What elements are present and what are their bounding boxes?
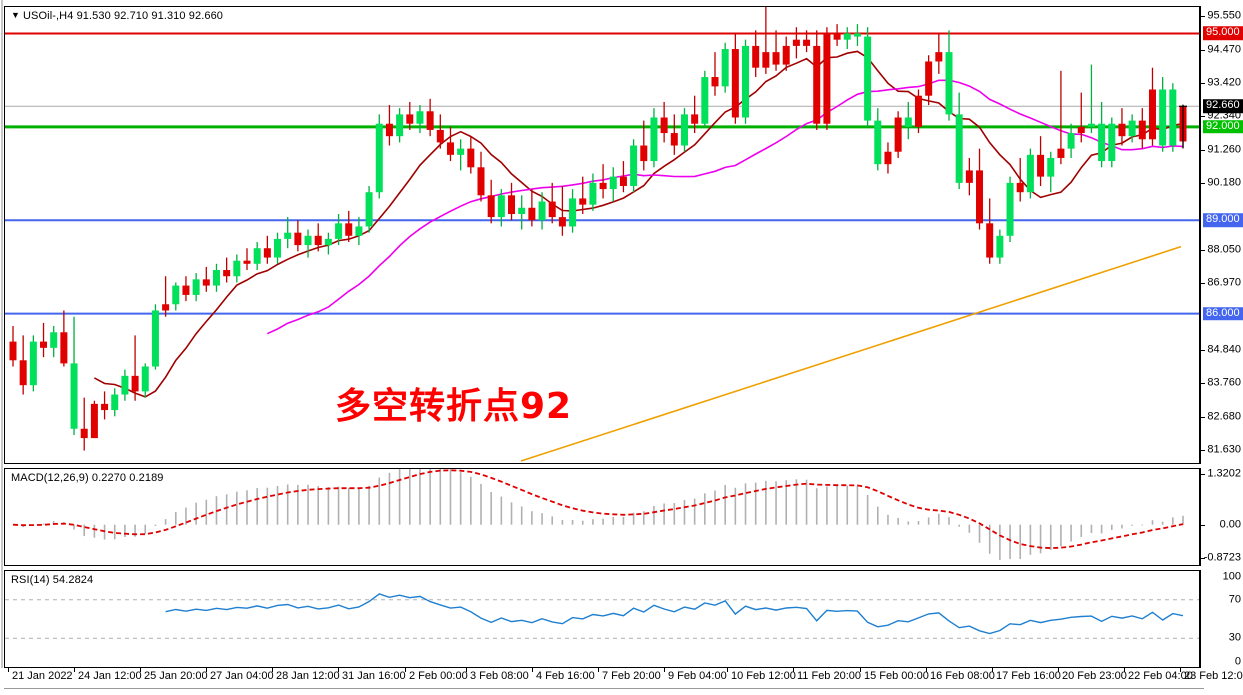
price-axis-label: 82.680 — [1207, 410, 1241, 423]
price-tick — [1201, 449, 1205, 451]
price-tick — [1201, 149, 1205, 151]
time-axis-label: 2 Feb 00:00 — [409, 670, 468, 682]
time-tick — [74, 668, 75, 672]
left-scroll-gutter[interactable] — [0, 0, 4, 668]
time-tick — [1124, 668, 1125, 672]
price-level-badge-86-000[interactable]: 86.000 — [1203, 306, 1243, 321]
price-tick — [1201, 383, 1205, 385]
time-axis-label: 3 Feb 08:00 — [470, 670, 529, 682]
price-tick — [1201, 416, 1205, 418]
price-axis-label: 93.420 — [1207, 76, 1241, 89]
time-axis-label: 7 Feb 20:00 — [602, 670, 661, 682]
price-level-badge-92-000[interactable]: 92.000 — [1203, 120, 1243, 134]
time-axis-label: 4 Feb 16:00 — [536, 670, 595, 682]
price-axis-label: 84.840 — [1207, 343, 1241, 356]
rsi-axis[interactable]: 100 70 30 0 — [1200, 570, 1243, 668]
time-axis-label: 16 Feb 08:00 — [930, 670, 995, 682]
price-pane[interactable]: ▼ USOil-,H4 91.530 92.710 91.310 92.660 多… — [4, 6, 1200, 464]
triangle-down-icon[interactable]: ▼ — [11, 10, 21, 20]
time-tick — [405, 668, 406, 672]
price-pane-header: ▼ USOil-,H4 91.530 92.710 91.310 92.660 — [11, 10, 223, 22]
time-axis-line — [4, 688, 1204, 689]
time-axis-label: 17 Feb 16:00 — [996, 670, 1061, 682]
price-axis-label: 91.260 — [1207, 143, 1241, 156]
price-axis-label: 86.970 — [1207, 276, 1241, 289]
time-tick — [992, 668, 993, 672]
price-tick — [1201, 283, 1205, 285]
price-tick — [1201, 349, 1205, 351]
macd-tick — [1201, 473, 1205, 475]
price-header-text: USOil-,H4 91.530 92.710 91.310 92.660 — [23, 10, 224, 22]
time-axis-label: 23 Feb 12:00 — [1184, 670, 1243, 682]
time-axis-label: 24 Jan 12:00 — [78, 670, 142, 682]
time-tick — [140, 668, 141, 672]
time-axis-label: 10 Feb 12:00 — [731, 670, 796, 682]
macd-axis[interactable]: 1.3202 0.00 -0.8723 — [1200, 468, 1243, 566]
price-tick — [1201, 249, 1205, 251]
price-axis-label: 92.340 — [1207, 109, 1241, 122]
price-axis-label: 95.550 — [1207, 9, 1241, 22]
rsi-pane[interactable]: RSI(14) 54.2824 — [4, 570, 1200, 668]
price-axis-label: 90.180 — [1207, 176, 1241, 189]
time-tick — [8, 668, 9, 672]
rsi-axis-label: 0 — [1234, 655, 1241, 668]
time-axis-label: 28 Jan 12:00 — [276, 670, 340, 682]
time-axis[interactable]: 21 Jan 2022 24 Jan 12:00 25 Jan 20:00 27 Ja… — [4, 668, 1243, 692]
time-axis-label: 22 Feb 04:00 — [1128, 670, 1193, 682]
time-tick — [727, 668, 728, 672]
price-level-badge-89-000[interactable]: 89.000 — [1203, 213, 1243, 227]
time-axis-label: 31 Jan 16:00 — [342, 670, 406, 682]
price-axis-label: 81.630 — [1207, 443, 1241, 456]
time-axis-label: 20 Feb 23:00 — [1062, 670, 1127, 682]
time-tick — [1180, 668, 1181, 672]
time-axis-label: 15 Feb 00:00 — [864, 670, 929, 682]
time-tick — [272, 668, 273, 672]
time-tick — [206, 668, 207, 672]
rsi-axis-label: 70 — [1228, 593, 1241, 606]
macd-axis-label: -0.8723 — [1203, 551, 1241, 564]
price-axis[interactable]: 95.550 95.000 94.470 93.420 92.660 92.340 92.0… — [1200, 6, 1243, 464]
macd-axis-label: 0.00 — [1219, 518, 1241, 531]
time-axis-label: 9 Feb 04:00 — [668, 670, 727, 682]
price-tick — [1201, 16, 1205, 18]
price-tick — [1201, 183, 1205, 185]
rsi-plot-area[interactable] — [5, 571, 1199, 667]
price-level-badge-95-000[interactable]: 95.000 — [1203, 26, 1243, 41]
time-tick — [1058, 668, 1059, 672]
time-tick — [338, 668, 339, 672]
chart-annotation-text: 多空转折点92 — [335, 386, 573, 427]
time-axis-label: 21 Jan 2022 — [12, 670, 73, 682]
macd-tick — [1201, 524, 1205, 526]
price-level-badge-92-660[interactable]: 92.660 — [1203, 99, 1243, 114]
time-tick — [793, 668, 794, 672]
price-tick — [1201, 116, 1205, 118]
price-axis-label: 83.760 — [1207, 376, 1241, 389]
macd-pane[interactable]: MACD(12,26,9) 0.2270 0.2189 — [4, 468, 1200, 566]
time-tick — [598, 668, 599, 672]
price-axis-label: 88.050 — [1207, 243, 1241, 256]
macd-pane-header: MACD(12,26,9) 0.2270 0.2189 — [11, 472, 164, 484]
macd-axis-label: 1.3202 — [1207, 467, 1241, 480]
time-tick — [860, 668, 861, 672]
price-tick — [1201, 82, 1205, 84]
time-axis-label: 11 Feb 20:00 — [797, 670, 862, 682]
time-tick — [664, 668, 665, 672]
rsi-axis-label: 30 — [1228, 631, 1241, 644]
macd-tick — [1201, 558, 1205, 560]
rsi-pane-header: RSI(14) 54.2824 — [11, 574, 94, 586]
rsi-axis-label: 100 — [1222, 570, 1241, 583]
time-tick — [466, 668, 467, 672]
price-plot-area[interactable] — [5, 7, 1199, 463]
time-tick — [532, 668, 533, 672]
time-tick — [926, 668, 927, 672]
time-axis-label: 25 Jan 20:00 — [144, 670, 208, 682]
price-axis-label: 94.470 — [1207, 43, 1241, 56]
time-axis-label: 27 Jan 04:00 — [210, 670, 274, 682]
price-tick — [1201, 49, 1205, 51]
macd-plot-area[interactable] — [5, 469, 1199, 565]
